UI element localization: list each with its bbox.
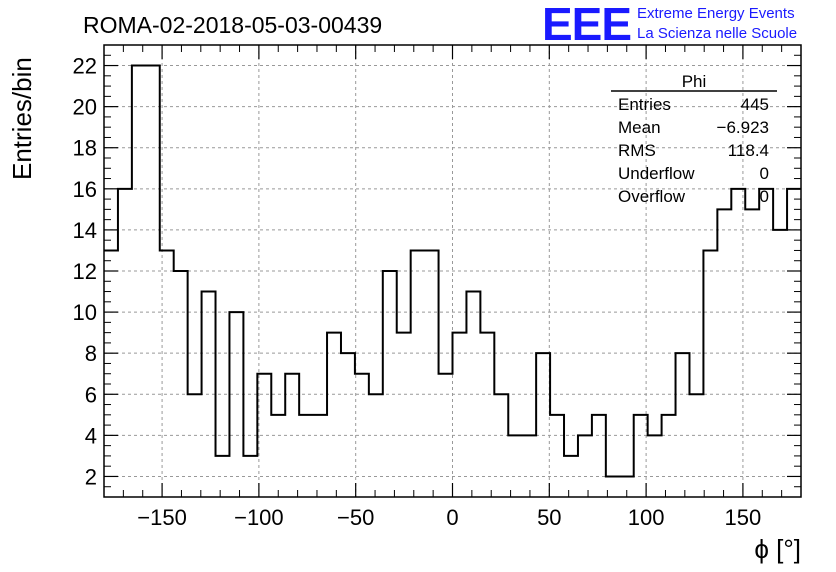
- x-axis-label: ϕ [°]: [754, 534, 801, 564]
- logo-line-1: Extreme Energy Events: [637, 5, 795, 22]
- stats-box-title: Phi: [682, 72, 707, 91]
- x-tick-label: 0: [446, 505, 458, 530]
- x-tick-label: 100: [628, 505, 665, 530]
- logo-line-2: La Scienza nelle Scuole: [637, 25, 797, 42]
- y-tick-label: 20: [73, 95, 97, 120]
- stats-value-underflow: 0: [760, 164, 769, 183]
- y-tick-label: 2: [85, 464, 97, 489]
- y-tick-label: 4: [85, 423, 97, 448]
- stats-label-entries: Entries: [618, 95, 671, 114]
- stats-value-overflow: 0: [760, 187, 769, 206]
- stats-value-entries: 445: [741, 95, 769, 114]
- stats-label-underflow: Underflow: [618, 164, 695, 183]
- x-tick-label: −150: [137, 505, 187, 530]
- y-tick-label: 22: [73, 54, 97, 79]
- stats-box: Phi Entries 445 Mean −6.923 RMS 118.4 Un…: [611, 72, 777, 206]
- stats-label-overflow: Overflow: [618, 187, 686, 206]
- y-tick-label: 10: [73, 300, 97, 325]
- x-tick-label: 150: [725, 505, 762, 530]
- tick-layer: −150 −100 −50 0 50 100 150 2 4 6 8 10 12 14 16 18 20 22: [73, 44, 802, 530]
- x-tick-label: −50: [337, 505, 374, 530]
- stats-value-mean: −6.923: [717, 118, 769, 137]
- y-tick-label: 12: [73, 259, 97, 284]
- y-tick-label: 8: [85, 341, 97, 366]
- y-tick-label: 14: [73, 218, 97, 243]
- histogram-line: [104, 64, 801, 478]
- stats-label-mean: Mean: [618, 118, 661, 137]
- logo-mark: EEE: [542, 0, 631, 50]
- grid-layer: [104, 45, 801, 497]
- y-tick-label: 6: [85, 382, 97, 407]
- x-tick-label: 50: [537, 505, 561, 530]
- y-axis-label: Entries/bin: [7, 57, 37, 180]
- stats-label-rms: RMS: [618, 141, 656, 160]
- chart-title: ROMA-02-2018-05-03-00439: [83, 12, 382, 38]
- stats-value-rms: 118.4: [728, 141, 769, 160]
- y-tick-label: 16: [73, 177, 97, 202]
- x-tick-label: −100: [234, 505, 284, 530]
- y-tick-label: 18: [73, 136, 97, 161]
